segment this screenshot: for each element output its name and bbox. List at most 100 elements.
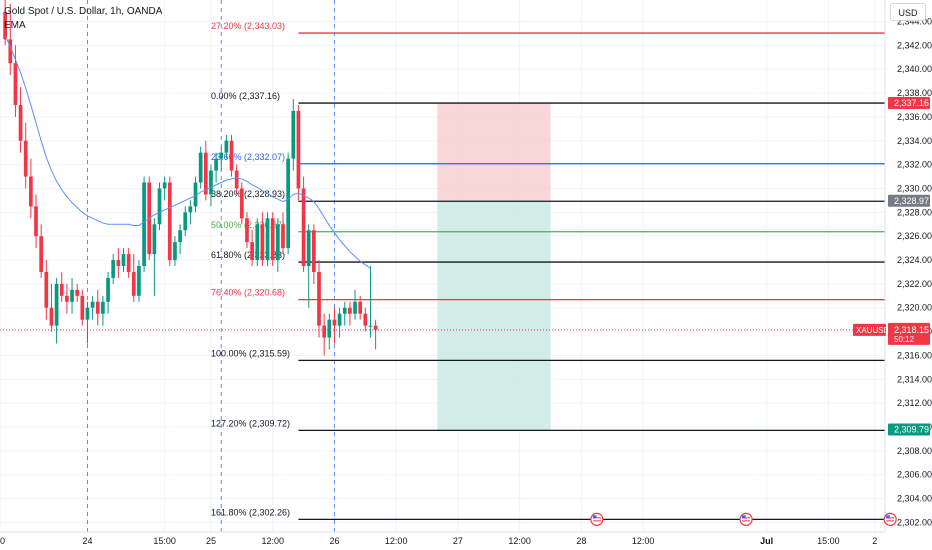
- fib-level-label: 38.20% (2,328.93): [211, 189, 285, 199]
- price-tick-label: 2,312.00: [897, 398, 932, 408]
- candle-body: [90, 301, 95, 308]
- candle-body: [75, 289, 80, 296]
- candle-body: [157, 188, 162, 225]
- candle-body: [322, 325, 327, 338]
- candle-body: [106, 277, 110, 302]
- flag-canton: [742, 515, 746, 519]
- candle-body: [23, 140, 28, 177]
- candle-body: [348, 307, 352, 314]
- fibonacci-retracement[interactable]: 0.00% (2,337.16) 23.60% (2,332.07) 38.20% …: [211, 21, 885, 521]
- price-tick-label: 2,324.00: [897, 255, 932, 265]
- price-tick-label: 2,314.00: [897, 374, 932, 384]
- candle-body: [152, 224, 157, 255]
- time-tick-label: 2: [872, 536, 877, 546]
- candle-body: [121, 254, 126, 266]
- symbol-title[interactable]: Gold Spot / U.S. Dollar, 1h, OANDA: [4, 6, 163, 17]
- price-tag[interactable]: [888, 194, 930, 207]
- last-price-tag[interactable]: [888, 322, 930, 345]
- candle-body: [13, 63, 18, 105]
- candle-body: [245, 218, 249, 243]
- candle-body: [34, 206, 38, 237]
- currency-button[interactable]: USD: [890, 3, 926, 21]
- candle-body: [188, 206, 193, 213]
- candle-body: [353, 301, 357, 314]
- candle-body: [85, 307, 90, 320]
- candle-body: [101, 301, 105, 314]
- candle-body: [126, 254, 131, 272]
- us-flag-icon[interactable]: [590, 512, 604, 526]
- candle-body: [39, 236, 44, 272]
- candle-body: [8, 39, 13, 64]
- candle-body: [301, 188, 306, 266]
- candle-body: [29, 176, 33, 207]
- candle-body: [239, 188, 244, 219]
- candle-body: [363, 313, 368, 326]
- price-tick-label: 2,330.00: [897, 183, 932, 193]
- candle-body: [250, 242, 254, 261]
- candle-body: [65, 295, 69, 302]
- us-flag-icon[interactable]: [739, 512, 753, 526]
- candle-body: [265, 218, 270, 261]
- fib-level-label: 127.20% (2,309.72): [211, 418, 290, 428]
- price-tick-label: 2,320.00: [897, 303, 932, 313]
- fib-level-label: 161.80% (2,302.26): [211, 507, 290, 517]
- candle-body: [59, 283, 64, 296]
- candle-body: [167, 182, 172, 261]
- candle-body: [3, 11, 7, 40]
- take-profit-zone[interactable]: [437, 201, 551, 431]
- price-tick-label: 2,342.00: [897, 40, 932, 50]
- price-tick-label: 2,322.00: [897, 279, 932, 289]
- chart-legend: Gold Spot / U.S. Dollar, 1h, OANDA EMA: [4, 5, 162, 33]
- fib-level-label: 0.00% (2,337.16): [211, 91, 280, 101]
- price-axis[interactable]: 2,302.002,304.002,306.002,308.002,310.00…: [853, 0, 932, 550]
- price-tag[interactable]: [888, 423, 930, 436]
- time-axis[interactable]: 00 24 15:00 25 12:00 26 12:00 27 12:00 28 12:00 Jul…: [0, 531, 885, 550]
- candle-body: [312, 230, 316, 272]
- candle-body: [116, 260, 121, 266]
- price-tag-label: 2,337.16: [894, 98, 929, 108]
- price-tick-label: 2,334.00: [897, 136, 932, 146]
- candle-body: [70, 289, 74, 302]
- time-tick-label: 26: [329, 536, 339, 546]
- candle-body: [270, 218, 275, 261]
- ema-indicator-label[interactable]: EMA: [4, 20, 26, 31]
- candle-body: [368, 325, 373, 327]
- last-price-label: 2,318.15: [894, 325, 929, 335]
- candle-body: [18, 104, 23, 141]
- candle-body: [178, 230, 182, 243]
- price-tick-label: 2,326.00: [897, 231, 932, 241]
- fib-level-label: 27.20% (2,343.03): [211, 21, 285, 31]
- candle-body: [203, 152, 208, 195]
- candle-body: [224, 140, 229, 153]
- price-tick-label: 2,338.00: [897, 88, 932, 98]
- price-tick-label: 2,344.00: [897, 16, 932, 26]
- bar-countdown-label: 50:12: [894, 335, 915, 344]
- candle-body: [373, 325, 378, 330]
- candle-body: [275, 224, 280, 261]
- stop-loss-zone[interactable]: [437, 103, 551, 202]
- us-flag-icon[interactable]: [883, 512, 897, 526]
- candle-body: [342, 307, 347, 314]
- candle-body: [95, 301, 100, 314]
- candle-body: [358, 301, 363, 314]
- candle-body: [111, 260, 116, 278]
- candle-body: [183, 212, 188, 231]
- candle-body: [255, 224, 260, 261]
- position-zones[interactable]: [437, 103, 551, 431]
- candle-body: [142, 182, 146, 266]
- candle-body: [80, 295, 85, 320]
- time-tick-label: 12:00: [508, 536, 531, 546]
- time-tick-label: 24: [82, 536, 92, 546]
- price-tag[interactable]: [888, 97, 930, 110]
- price-tick-label: 2,336.00: [897, 112, 932, 122]
- time-tick-label: 25: [206, 536, 216, 546]
- price-tag-label: 2,309.79: [894, 425, 929, 435]
- time-axis-bg: [0, 532, 885, 550]
- candle-body: [214, 158, 218, 171]
- candle-body: [49, 307, 54, 326]
- time-tick-label: 00: [0, 536, 5, 546]
- candle-body: [306, 230, 311, 266]
- symbol-badge[interactable]: [853, 323, 886, 336]
- price-tag-label: 2,328.97: [894, 196, 929, 206]
